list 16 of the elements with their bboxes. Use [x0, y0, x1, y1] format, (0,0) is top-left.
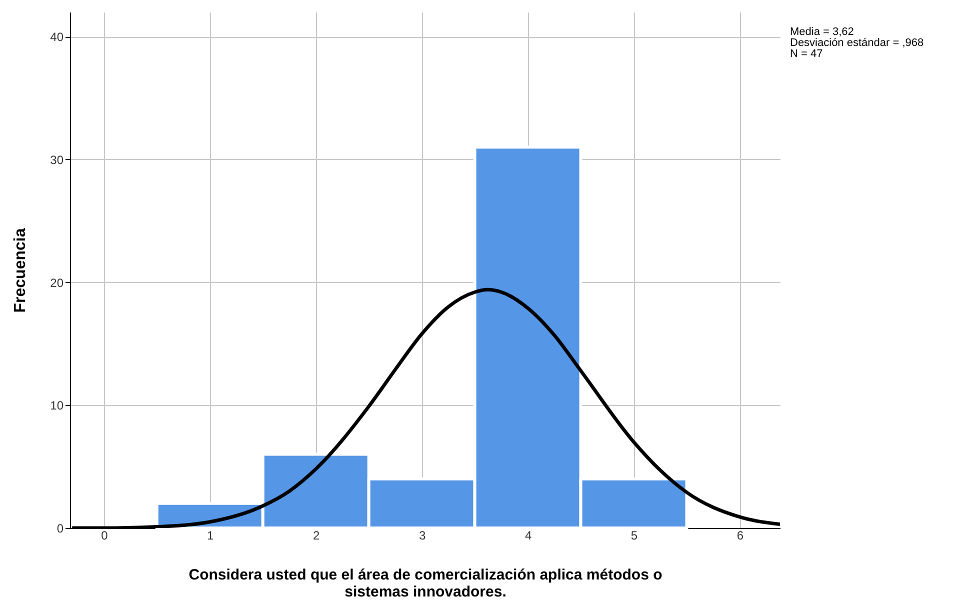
- text: Media = 3,62: [790, 26, 854, 38]
- y-tick-label: 40: [50, 30, 64, 44]
- x-tick-label: 3: [418, 528, 426, 542]
- x-tick-label: 1: [207, 528, 214, 542]
- x-tick-label: 2: [313, 528, 320, 542]
- x-tick-label: 0: [101, 528, 108, 542]
- x-tick-label: 6: [736, 528, 744, 542]
- text: N = 47: [790, 48, 823, 60]
- y-tick-label: 20: [50, 276, 64, 290]
- y-tick-label: 10: [50, 398, 64, 413]
- y-axis-title: Frecuencia: [12, 228, 30, 313]
- text: Desviación estándar = ,968: [790, 37, 924, 49]
- x-tick-label: 5: [630, 528, 638, 542]
- y-tick-label: 30: [50, 152, 64, 167]
- x-axis-title: Considera usted que el área de comercialización aplica métodos o sistemas innovadores.: [188, 566, 662, 600]
- x-tick-label: 4: [524, 528, 532, 542]
